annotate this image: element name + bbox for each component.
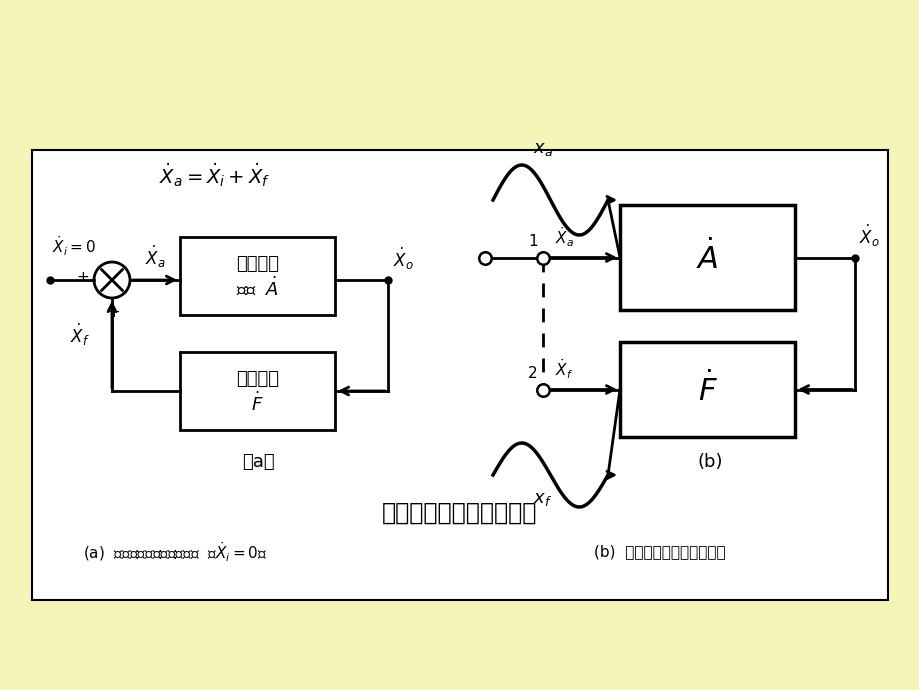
Text: $\dot{A}$: $\dot{A}$	[696, 239, 718, 275]
Text: $\dot{X}_a$: $\dot{X}_a$	[554, 226, 573, 250]
Text: $\dot{X}_i = 0$: $\dot{X}_i = 0$	[52, 235, 96, 258]
Bar	[180, 237, 335, 315]
Text: 电路  $\dot{A}$: 电路 $\dot{A}$	[236, 277, 278, 299]
Text: $\dot{X}_a$: $\dot{X}_a$	[144, 244, 165, 270]
Bar	[180, 352, 335, 430]
Text: 基本放大: 基本放大	[236, 255, 278, 273]
Text: $x_a$: $x_a$	[532, 140, 552, 158]
Text: $\dot{X}_a = \dot{X}_i + \dot{X}_f$: $\dot{X}_a = \dot{X}_i + \dot{X}_f$	[159, 161, 270, 189]
Text: $\dot{X}_o$: $\dot{X}_o$	[858, 224, 879, 250]
Text: $x_f$: $x_f$	[533, 490, 552, 508]
Text: $\dot{F}$: $\dot{F}$	[251, 391, 264, 415]
Text: 2: 2	[528, 366, 538, 382]
Bar	[619, 342, 794, 437]
Text: (b): (b)	[697, 453, 722, 471]
Text: （a）: （a）	[242, 453, 274, 471]
Bar	[32, 150, 887, 600]
Text: (a)  正反馈放大电路的方框图  （$\dot{X}_i=0$）: (a) 正反馈放大电路的方框图 （$\dot{X}_i=0$）	[83, 540, 267, 564]
Bar	[619, 205, 794, 310]
Text: $\dot{X}_f$: $\dot{X}_f$	[554, 358, 573, 382]
Text: +: +	[108, 305, 120, 320]
Text: (b)  正弦波振荡电路的方框图: (b) 正弦波振荡电路的方框图	[594, 544, 725, 560]
Text: $\dot{F}$: $\dot{F}$	[697, 372, 717, 407]
Text: $\dot{X}_f$: $\dot{X}_f$	[70, 322, 90, 348]
Circle shape	[94, 262, 130, 298]
Text: 反馈网络: 反馈网络	[236, 370, 278, 388]
Text: $\dot{X}_o$: $\dot{X}_o$	[392, 246, 414, 272]
Text: 1: 1	[528, 235, 538, 250]
Text: +: +	[76, 270, 89, 286]
Text: 正弦波振荡电路的方框图: 正弦波振荡电路的方框图	[382, 501, 537, 525]
